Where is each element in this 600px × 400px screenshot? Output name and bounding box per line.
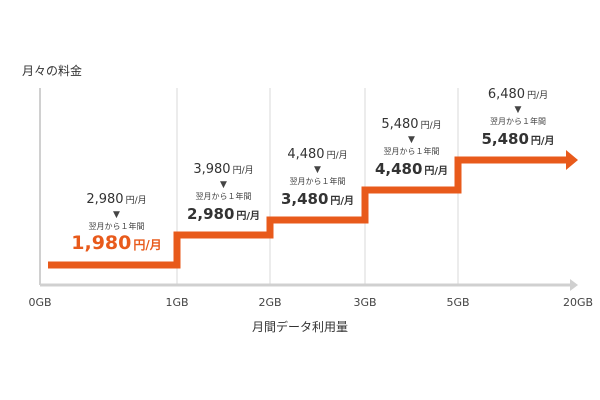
x-tick-label: 0GB xyxy=(28,296,51,309)
x-tick-label: 20GB xyxy=(563,296,593,309)
discount-price-label: 4,480 円/月 xyxy=(375,160,448,178)
down-arrow-icon: ▼ xyxy=(220,180,227,190)
campaign-note: 翌月から１年間 xyxy=(89,221,145,231)
regular-price-label: 4,480 円/月 xyxy=(287,147,347,162)
discount-price-label: 2,980 円/月 xyxy=(187,205,260,223)
regular-price-label: 3,980 円/月 xyxy=(193,162,253,177)
series-line xyxy=(48,156,568,269)
series-arrowhead xyxy=(566,150,578,170)
x-tick-label: 5GB xyxy=(446,296,469,309)
campaign-note: 翌月から１年間 xyxy=(384,146,440,156)
campaign-note: 翌月から１年間 xyxy=(490,116,546,126)
down-arrow-icon: ▼ xyxy=(515,105,522,115)
x-tick-label: 2GB xyxy=(258,296,281,309)
down-arrow-icon: ▼ xyxy=(408,135,415,145)
discount-price-label: 3,480 円/月 xyxy=(281,190,354,208)
regular-price-label: 2,980 円/月 xyxy=(86,192,146,207)
y-axis-label: 月々の料金 xyxy=(22,64,83,78)
campaign-note: 翌月から１年間 xyxy=(290,176,346,186)
discount-price-label: 5,480 円/月 xyxy=(481,130,554,148)
regular-price-label: 6,480 円/月 xyxy=(488,87,548,102)
discount-price-label: 1,980 円/月 xyxy=(71,232,162,254)
x-tick-label: 1GB xyxy=(165,296,188,309)
regular-price-label: 5,480 円/月 xyxy=(381,117,441,132)
down-arrow-icon: ▼ xyxy=(314,165,321,175)
x-tick-label: 3GB xyxy=(353,296,376,309)
x-axis-label: 月間データ利用量 xyxy=(251,320,348,334)
down-arrow-icon: ▼ xyxy=(113,210,120,220)
campaign-note: 翌月から１年間 xyxy=(196,191,252,201)
x-axis-arrowhead xyxy=(570,279,578,291)
